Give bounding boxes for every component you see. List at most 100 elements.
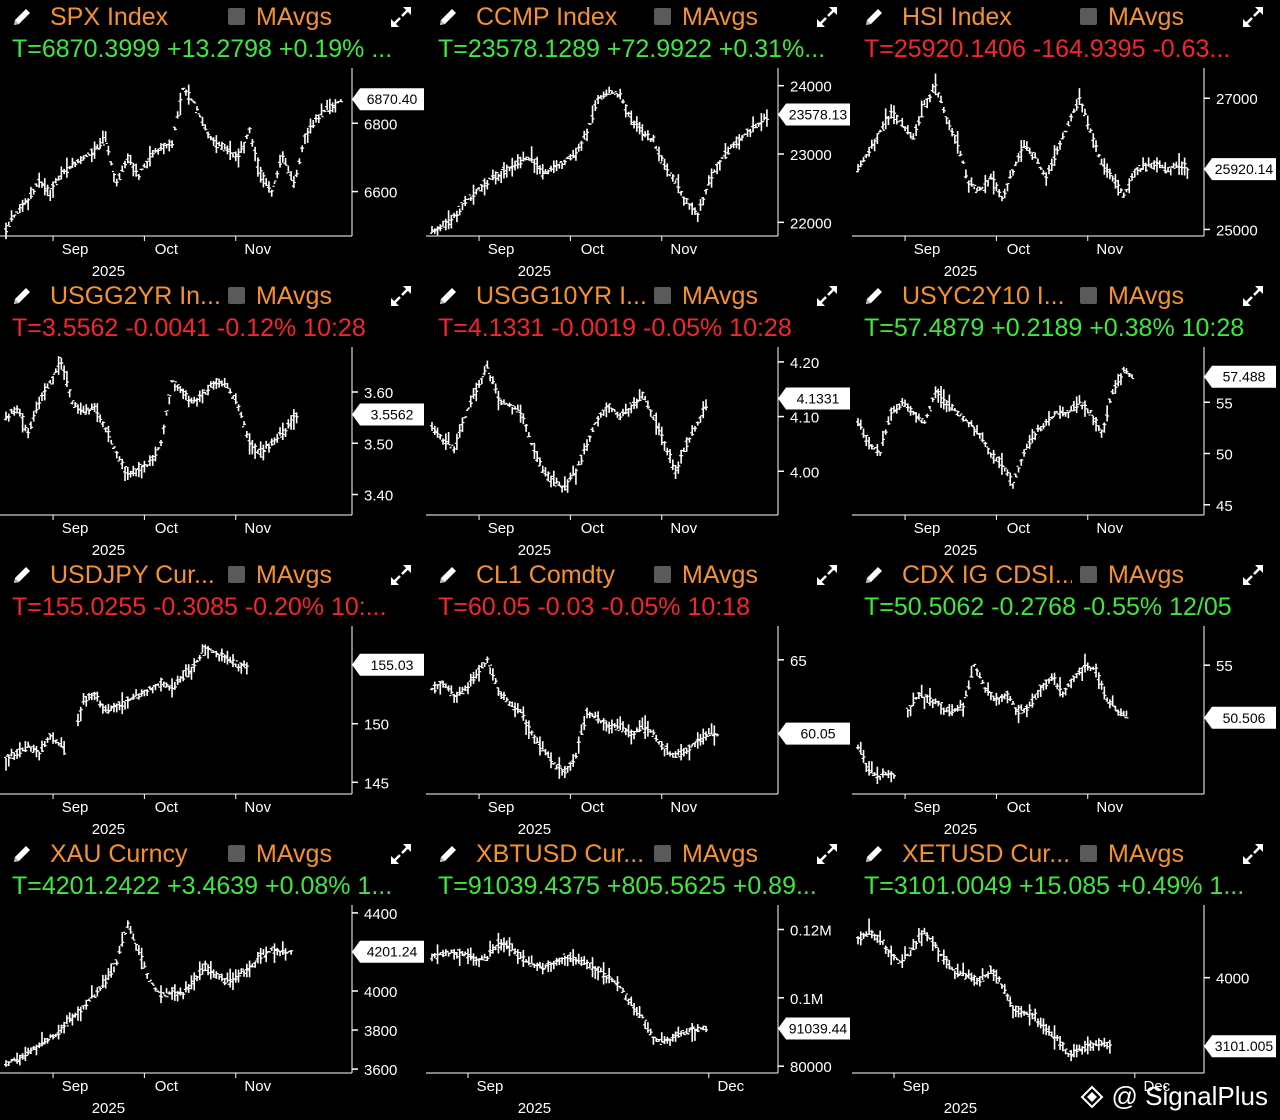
last-price-box: [778, 387, 850, 410]
pencil-icon[interactable]: [10, 842, 34, 866]
y-tick-label: 27000: [1216, 91, 1258, 108]
pencil-icon[interactable]: [10, 563, 34, 587]
expand-icon[interactable]: [814, 562, 840, 588]
price-chart: 55 Sep Oct Nov 2025 50.506: [852, 626, 1276, 836]
x-tick-label: Sep: [62, 1078, 89, 1095]
chart-panel[interactable]: USYC2Y10 I... MAvgs T=57.4879 +0.2189 +0…: [852, 279, 1278, 557]
security-title[interactable]: HSI Index: [902, 3, 1012, 31]
chart-panel[interactable]: USGG10YR I... MAvgs T=4.1331 -0.0019 -0.…: [426, 279, 852, 557]
chart-panel[interactable]: XETUSD Cur... MAvgs T=3101.0049 +15.085 …: [852, 837, 1278, 1115]
expand-icon[interactable]: [388, 283, 414, 309]
chart-panel[interactable]: CDX IG CDSI... MAvgs T=50.5062 -0.2768 -…: [852, 558, 1278, 836]
x-tick-label: Sep: [914, 241, 941, 258]
panel-header: XAU Curncy MAvgs: [0, 837, 426, 871]
security-title[interactable]: SPX Index: [50, 3, 169, 31]
x-tick-label: Oct: [155, 1078, 179, 1095]
chart-panel[interactable]: XAU Curncy MAvgs T=4201.2422 +3.4639 +0.…: [0, 837, 426, 1115]
pencil-icon[interactable]: [436, 5, 460, 29]
mavgs-label: MAvgs: [256, 3, 332, 31]
security-title[interactable]: CDX IG CDSI...: [902, 561, 1072, 589]
security-title[interactable]: USYC2Y10 I...: [902, 282, 1065, 310]
x-tick-label: Sep: [477, 1078, 504, 1095]
chart-panel[interactable]: USGG2YR In... MAvgs T=3.5562 -0.0041 -0.…: [0, 279, 426, 557]
mavgs-checkbox[interactable]: [1080, 566, 1097, 583]
chart-panel[interactable]: XBTUSD Cur... MAvgs T=91039.4375 +805.56…: [426, 837, 852, 1115]
panel-header: XBTUSD Cur... MAvgs: [426, 837, 852, 871]
x-year-label: 2025: [518, 542, 551, 557]
expand-icon[interactable]: [814, 841, 840, 867]
security-title[interactable]: USGG2YR In...: [50, 282, 220, 310]
panel-header: CL1 Comdty MAvgs: [426, 558, 852, 592]
mavgs-checkbox[interactable]: [654, 287, 671, 304]
expand-icon[interactable]: [388, 841, 414, 867]
x-tick-label: Sep: [62, 799, 89, 816]
chart-panel[interactable]: HSI Index MAvgs T=25920.1406 -164.9395 -…: [852, 0, 1278, 278]
x-tick-label: Sep: [903, 1078, 930, 1095]
y-tick-label: 4.10: [790, 410, 819, 427]
expand-icon[interactable]: [1240, 283, 1266, 309]
expand-icon[interactable]: [388, 562, 414, 588]
mavgs-checkbox[interactable]: [228, 8, 245, 25]
y-tick-label: 145: [364, 775, 389, 792]
security-title[interactable]: USDJPY Cur...: [50, 561, 215, 589]
security-title[interactable]: XBTUSD Cur...: [476, 840, 645, 868]
pencil-icon[interactable]: [862, 563, 886, 587]
x-year-label: 2025: [518, 263, 551, 278]
mavgs-label: MAvgs: [1108, 3, 1184, 31]
y-tick-label: 24000: [790, 79, 832, 96]
pencil-icon[interactable]: [436, 563, 460, 587]
mavgs-label: MAvgs: [682, 840, 758, 868]
mavgs-checkbox[interactable]: [228, 845, 245, 862]
panel-header: USYC2Y10 I... MAvgs: [852, 279, 1278, 313]
expand-icon[interactable]: [814, 283, 840, 309]
mavgs-checkbox[interactable]: [654, 566, 671, 583]
chart-panel[interactable]: CL1 Comdty MAvgs T=60.05 -0.03 -0.05% 10…: [426, 558, 852, 836]
x-year-label: 2025: [92, 1100, 125, 1115]
expand-icon[interactable]: [1240, 841, 1266, 867]
chart-panel[interactable]: CCMP Index MAvgs T=23578.1289 +72.9922 +…: [426, 0, 852, 278]
mavgs-checkbox[interactable]: [228, 566, 245, 583]
pencil-icon[interactable]: [862, 842, 886, 866]
x-tick-label: Oct: [581, 799, 605, 816]
pencil-icon[interactable]: [10, 284, 34, 308]
pencil-icon[interactable]: [10, 5, 34, 29]
pencil-icon[interactable]: [862, 284, 886, 308]
price-chart: 65 Sep Oct Nov 2025 60.05: [426, 626, 850, 836]
last-price-box: [1204, 1035, 1276, 1058]
chart-panel[interactable]: SPX Index MAvgs T=6870.3999 +13.2798 +0.…: [0, 0, 426, 278]
expand-icon[interactable]: [388, 4, 414, 30]
pencil-icon[interactable]: [436, 284, 460, 308]
mavgs-checkbox[interactable]: [1080, 845, 1097, 862]
mavgs-label: MAvgs: [256, 840, 332, 868]
x-tick-label: Nov: [244, 241, 271, 258]
security-title[interactable]: XAU Curncy: [50, 840, 188, 868]
x-tick-label: Oct: [155, 799, 179, 816]
mavgs-label: MAvgs: [682, 282, 758, 310]
expand-icon[interactable]: [814, 4, 840, 30]
security-title[interactable]: CCMP Index: [476, 3, 618, 31]
security-title[interactable]: CL1 Comdty: [476, 561, 615, 589]
last-price-label: 4.1331: [778, 387, 850, 410]
x-tick-label: Nov: [1096, 241, 1123, 258]
mavgs-checkbox[interactable]: [1080, 8, 1097, 25]
y-tick-label: 55: [1216, 395, 1233, 412]
mavgs-checkbox[interactable]: [228, 287, 245, 304]
price-chart: 24000 23000 22000 Sep Oct Nov 2025 23578.13: [426, 68, 850, 278]
mavgs-checkbox[interactable]: [1080, 287, 1097, 304]
pencil-icon[interactable]: [436, 842, 460, 866]
chart-panel[interactable]: USDJPY Cur... MAvgs T=155.0255 -0.3085 -…: [0, 558, 426, 836]
mavgs-label: MAvgs: [1108, 282, 1184, 310]
x-tick-label: Sep: [488, 241, 515, 258]
expand-icon[interactable]: [1240, 562, 1266, 588]
expand-icon[interactable]: [1240, 4, 1266, 30]
mavgs-checkbox[interactable]: [654, 8, 671, 25]
x-year-label: 2025: [92, 821, 125, 836]
pencil-icon[interactable]: [862, 5, 886, 29]
mavgs-checkbox[interactable]: [654, 845, 671, 862]
y-tick-label: 3800: [364, 1023, 397, 1040]
security-title[interactable]: XETUSD Cur...: [902, 840, 1071, 868]
security-title[interactable]: USGG10YR I...: [476, 282, 646, 310]
last-price-label: 3.5562: [352, 403, 424, 426]
x-tick-label: Oct: [581, 520, 605, 537]
